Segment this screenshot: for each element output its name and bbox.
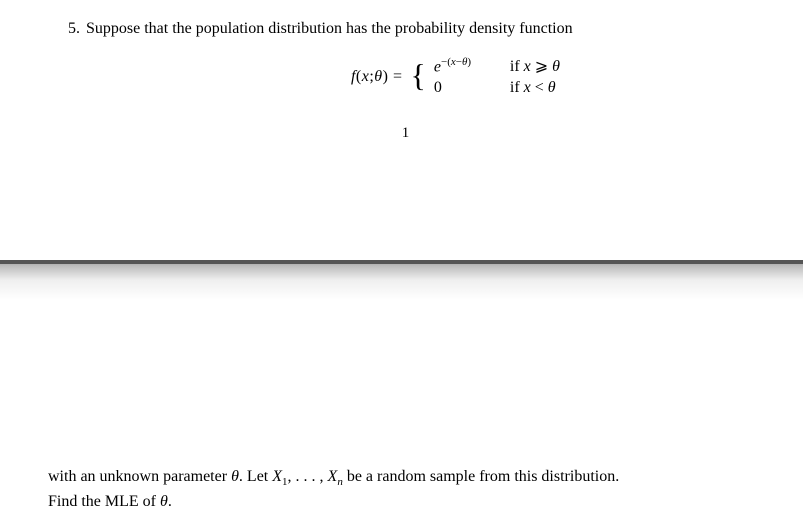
case-1-exponent: −(x−θ)	[441, 56, 471, 68]
problem-intro: Suppose that the population distribution…	[86, 18, 573, 40]
problem-continuation: with an unknown parameter θ. Let X1, . .…	[48, 466, 755, 513]
pdf-equation: f(x;θ) = { e−(x−θ) if x ⩾ θ 0 if x < θ	[351, 56, 560, 96]
case-1-condition: if x ⩾ θ	[510, 56, 560, 76]
top-section: 5. Suppose that the population distribut…	[0, 0, 803, 142]
page-shadow	[0, 260, 803, 300]
case-2-expr: 0	[434, 79, 492, 97]
case-2-condition: if x < θ	[510, 79, 556, 97]
bottom-section: with an unknown parameter θ. Let X1, . .…	[48, 466, 755, 513]
problem-number: 5.	[68, 18, 80, 40]
case-2: 0 if x < θ	[434, 79, 560, 97]
equation-lhs: f(x;θ) =	[351, 68, 403, 86]
equation-block: f(x;θ) = { e−(x−θ) if x ⩾ θ 0 if x < θ	[68, 56, 743, 96]
page-number: 1	[68, 125, 743, 142]
cases: e−(x−θ) if x ⩾ θ 0 if x < θ	[434, 56, 560, 96]
case-1: e−(x−θ) if x ⩾ θ	[434, 56, 560, 76]
page-divider	[0, 260, 803, 264]
brace-icon: {	[411, 59, 426, 91]
problem-statement: 5. Suppose that the population distribut…	[68, 18, 743, 40]
case-1-expr: e−(x−θ)	[434, 56, 492, 76]
